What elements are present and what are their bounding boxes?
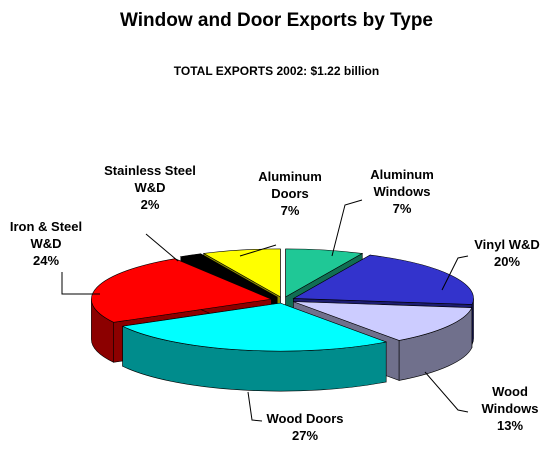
value-label: 13% — [496, 418, 524, 433]
slice-rim — [471, 298, 474, 345]
slice — [179, 253, 278, 298]
leader-line — [331, 199, 363, 257]
slice — [121, 302, 388, 352]
leader-line — [247, 391, 263, 422]
slice — [292, 254, 474, 305]
value-label: 7% — [280, 203, 300, 218]
leader-line — [61, 272, 100, 295]
category-label: Aluminum Windows — [370, 167, 434, 199]
leader-line — [145, 233, 179, 262]
slice — [285, 248, 364, 298]
leader-line — [424, 371, 469, 413]
value-label: 24% — [32, 253, 60, 268]
data-label: Wood Doors 27% — [250, 410, 360, 444]
data-label: Aluminum Doors 7% — [245, 168, 335, 219]
data-label: Stainless Steel W&D 2% — [100, 162, 200, 213]
chart-title: Window and Door Exports by Type — [120, 10, 433, 31]
pie-tops — [91, 248, 474, 352]
category-label: Aluminum Doors — [258, 169, 322, 201]
category-label: Iron & Steel W&D — [9, 219, 83, 251]
data-label: Wood Windows 13% — [470, 383, 550, 434]
value-label: 7% — [392, 201, 412, 216]
category-label: Vinyl W&D — [474, 237, 540, 252]
category-label: Wood Doors — [266, 411, 344, 426]
value-label: 27% — [291, 428, 319, 443]
value-label: 20% — [493, 254, 521, 269]
slice — [202, 248, 281, 298]
category-label: Stainless Steel W&D — [104, 163, 196, 195]
leader-line — [239, 244, 277, 257]
data-label: Aluminum Windows 7% — [357, 166, 447, 217]
data-label: Iron & Steel W&D 24% — [1, 218, 91, 269]
value-label: 2% — [140, 197, 160, 212]
data-label: Vinyl W&D 20% — [462, 236, 552, 270]
chart-subtitle: TOTAL EXPORTS 2002: $1.22 billion — [173, 64, 380, 78]
leader-line — [441, 255, 469, 291]
category-label: Wood Windows — [481, 384, 539, 416]
slice — [293, 301, 473, 341]
slice — [91, 258, 273, 323]
